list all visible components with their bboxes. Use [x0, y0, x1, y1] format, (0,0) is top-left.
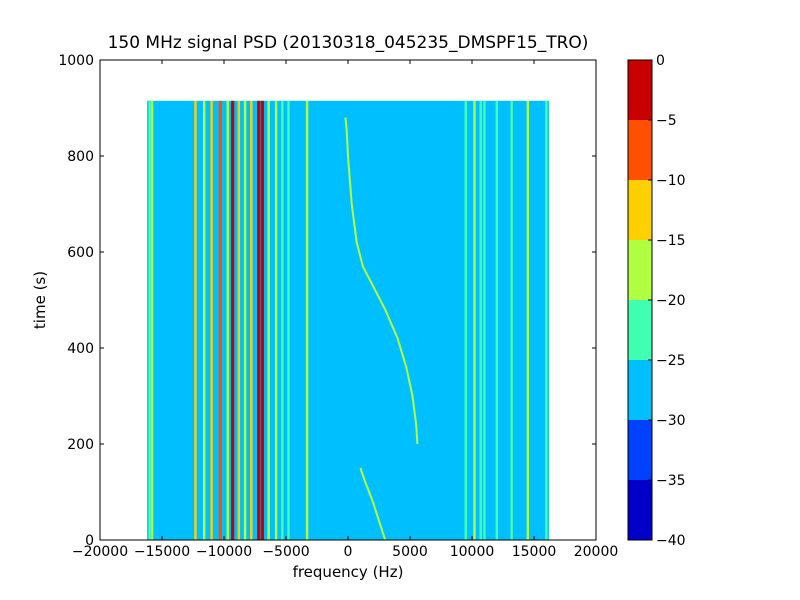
colorbar-tick-label: −10 [656, 173, 686, 189]
colorbar-segment [628, 360, 652, 420]
colorbar-segment [628, 420, 652, 480]
frequency-line [202, 100, 206, 540]
frequency-line [210, 100, 213, 540]
frequency-line [464, 100, 467, 540]
colorbar-segment [628, 300, 652, 360]
colorbar-tick-label: −40 [656, 533, 686, 549]
frequency-line [260, 100, 265, 540]
frequency-line [526, 100, 529, 540]
colorbar-tick-label: −15 [656, 233, 686, 249]
colorbar-tick-label: −25 [656, 353, 686, 369]
frequency-line [148, 100, 151, 540]
frequency-lines [148, 100, 548, 540]
colorbar-segment [628, 60, 652, 120]
x-axis-label: frequency (Hz) [293, 563, 404, 581]
y-tick-label: 1000 [58, 53, 94, 69]
frequency-line [231, 100, 235, 540]
drifting-trace [359, 467, 387, 540]
colorbar-tick-label: −30 [656, 413, 686, 429]
frequency-line [473, 100, 476, 540]
frequency-line [257, 100, 261, 540]
frequency-line [237, 100, 241, 540]
colorbar-tick-label: −35 [656, 473, 686, 489]
drifting-traces [344, 117, 419, 540]
frequency-line [479, 100, 482, 540]
colorbar-tick-label: −5 [656, 113, 677, 129]
x-tick-label: −10000 [196, 544, 252, 560]
x-axis: −20000 −15000 −10000 −5000 0 5000 10000 15000 20… [72, 60, 618, 560]
y-tick-label: 0 [85, 533, 94, 549]
x-tick-label: −15000 [134, 544, 190, 560]
frequency-line [305, 100, 309, 540]
colorbar-tick-label: −20 [656, 293, 686, 309]
colorbar: 0 −5 −10 −15 −20 −25 −30 −35 −40 [627, 53, 686, 549]
frequency-line [250, 100, 253, 540]
x-tick-label: −5000 [262, 544, 309, 560]
y-tick-label: 400 [67, 341, 94, 357]
colorbar-segment [628, 120, 652, 180]
frequency-line [226, 100, 229, 540]
x-tick-label: 20000 [574, 544, 619, 560]
frequency-line [150, 100, 154, 540]
x-tick-label: −20000 [72, 544, 128, 560]
y-axis: 0 200 400 600 800 1000 [58, 53, 596, 549]
plot-area [147, 100, 549, 540]
frequency-line [545, 100, 548, 540]
x-tick-label: 5000 [392, 544, 428, 560]
data-background [147, 100, 549, 540]
x-tick-label: 0 [344, 544, 353, 560]
colorbar-segment [628, 180, 652, 240]
colorbar-segment [628, 480, 652, 540]
y-tick-label: 800 [67, 149, 94, 165]
y-tick-label: 600 [67, 245, 94, 261]
frequency-line [243, 100, 247, 540]
x-tick-label: 15000 [512, 544, 557, 560]
frequency-line [287, 100, 290, 540]
frequency-line [267, 100, 270, 540]
frequency-line [218, 100, 222, 540]
frequency-line [495, 100, 498, 540]
chart-title: 150 MHz signal PSD (20130318_045235_DMSP… [108, 33, 589, 53]
y-tick-label: 200 [67, 437, 94, 453]
frequency-line [194, 100, 197, 540]
drifting-trace [344, 117, 419, 445]
frequency-line [281, 100, 284, 540]
frequency-line [483, 100, 486, 540]
y-axis-label: time (s) [31, 271, 49, 329]
x-tick-label: 10000 [450, 544, 495, 560]
colorbar-tick-label: 0 [656, 53, 665, 69]
frequency-line [510, 100, 513, 540]
frequency-line [274, 100, 278, 540]
colorbar-segment [628, 240, 652, 300]
